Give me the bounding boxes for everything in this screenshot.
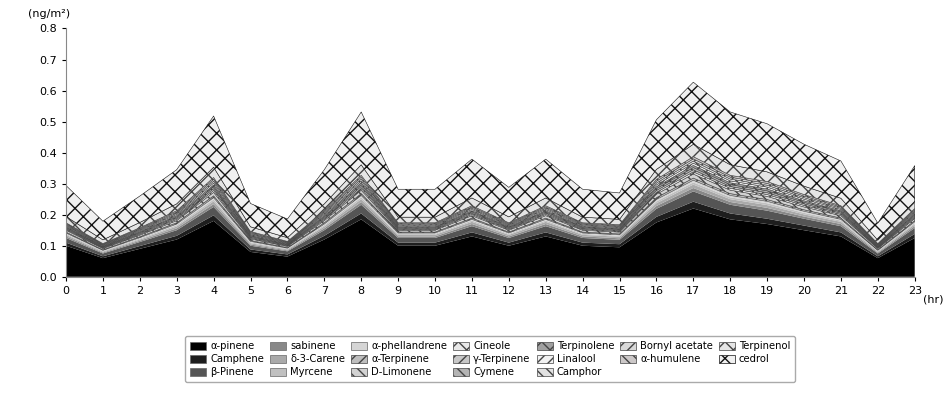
- Text: (hr): (hr): [923, 294, 943, 304]
- Text: (ng/m²): (ng/m²): [28, 9, 70, 19]
- Legend: α-pinene, Camphene, β-Pinene, sabinene, δ-3-Carene, Myrcene, α-phellandrene, α-T: α-pinene, Camphene, β-Pinene, sabinene, …: [186, 336, 795, 383]
